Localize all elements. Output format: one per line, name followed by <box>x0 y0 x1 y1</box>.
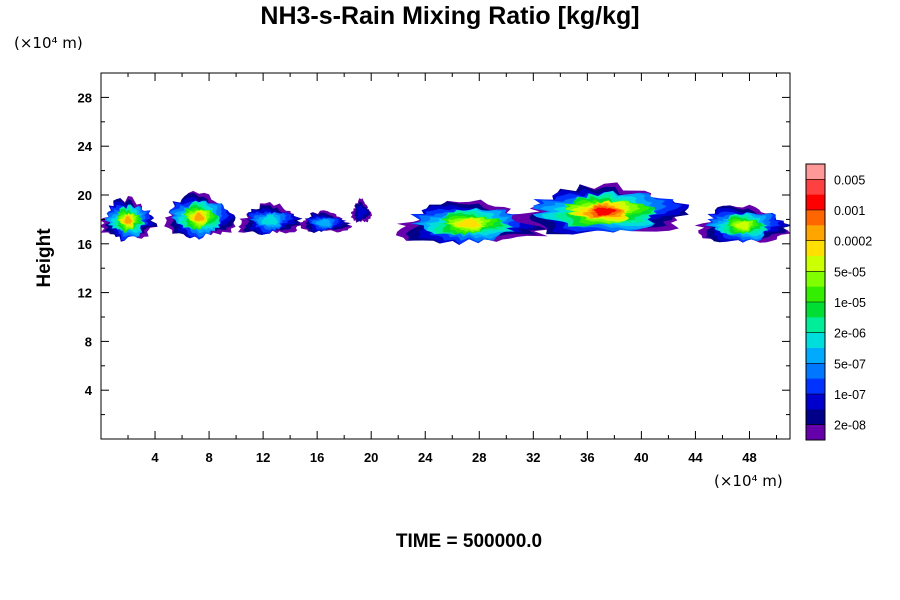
colorbar-swatch <box>806 348 825 364</box>
y-axis: 4 8 12 16 20 24 28 <box>78 90 790 416</box>
y-tick-label: 20 <box>78 188 92 203</box>
colorbar-swatch <box>806 164 825 180</box>
y-tick-label: 24 <box>78 139 93 154</box>
colorbar-label: 5e-07 <box>834 357 866 371</box>
colorbar-swatch <box>806 363 825 380</box>
x-tick-label: 40 <box>634 450 648 465</box>
colorbar-swatch <box>806 394 825 410</box>
colorbar-swatch <box>806 286 825 303</box>
x-tick-label: 28 <box>472 450 486 465</box>
colorbar-swatch <box>806 424 825 441</box>
y-tick-label: 28 <box>78 90 92 105</box>
contour-band <box>733 221 750 231</box>
contour-band <box>261 214 279 225</box>
colorbar-swatch <box>806 179 825 196</box>
x-tick-label: 8 <box>205 450 212 465</box>
colorbar-swatch <box>806 225 825 242</box>
x-tick-label: 4 <box>151 450 159 465</box>
colorbar-label: 1e-07 <box>834 388 866 402</box>
y-tick-label: 12 <box>78 286 92 301</box>
time-label: TIME = 500000.0 <box>395 531 543 552</box>
colorbar-swatch <box>806 240 825 257</box>
contour-band <box>593 207 617 216</box>
y-tick-label: 16 <box>78 237 92 252</box>
x-tick-label: 44 <box>688 450 703 465</box>
chart-title: NH3-s-Rain Mixing Ratio [kg/kg] <box>260 2 640 30</box>
contour-band <box>124 215 133 225</box>
x-tick-label: 36 <box>580 450 594 465</box>
colorbar-label: 1e-05 <box>834 296 866 310</box>
contour-band <box>314 218 331 228</box>
x-tick-label: 12 <box>256 450 270 465</box>
colorbar-swatch <box>806 271 825 288</box>
colorbar-label: 0.001 <box>834 204 865 218</box>
colorbar-label: 0.0002 <box>834 235 872 249</box>
colorbar-label: 2e-08 <box>834 419 866 433</box>
x-tick-label: 32 <box>526 450 540 465</box>
contour-band <box>356 205 368 220</box>
y-axis-label: Height <box>34 228 55 288</box>
x-tick-label: 24 <box>418 450 433 465</box>
colorbar-swatch <box>806 409 825 426</box>
x-axis: 4 8 12 16 20 24 28 32 36 40 44 48 <box>127 73 777 465</box>
y-axis-unit: (×10⁴ m) <box>14 34 83 52</box>
colorbar: 0.005 0.001 0.0002 5e-05 1e-05 2e-06 5e-07 1e-0… <box>805 163 872 441</box>
contour-band <box>456 218 481 228</box>
colorbar-label: 0.005 <box>834 173 865 187</box>
colorbar-swatch <box>806 302 825 318</box>
colorbar-swatch <box>806 378 825 395</box>
colorbar-label: 5e-05 <box>834 265 866 279</box>
x-tick-label: 16 <box>310 450 324 465</box>
x-axis-unit: (×10⁴ m) <box>714 472 783 490</box>
colorbar-swatch <box>806 256 825 272</box>
colorbar-swatch <box>806 317 825 334</box>
colorbar-swatch <box>806 332 825 349</box>
colorbar-swatch <box>806 194 825 211</box>
plot-frame <box>100 72 791 440</box>
contour-band <box>194 212 205 222</box>
x-tick-label: 48 <box>742 450 756 465</box>
y-tick-label: 4 <box>85 383 93 398</box>
colorbar-swatch <box>806 210 825 226</box>
y-tick-label: 8 <box>85 334 92 349</box>
colorbar-label: 2e-06 <box>834 327 866 341</box>
contour-field <box>101 182 790 245</box>
x-tick-label: 20 <box>364 450 378 465</box>
